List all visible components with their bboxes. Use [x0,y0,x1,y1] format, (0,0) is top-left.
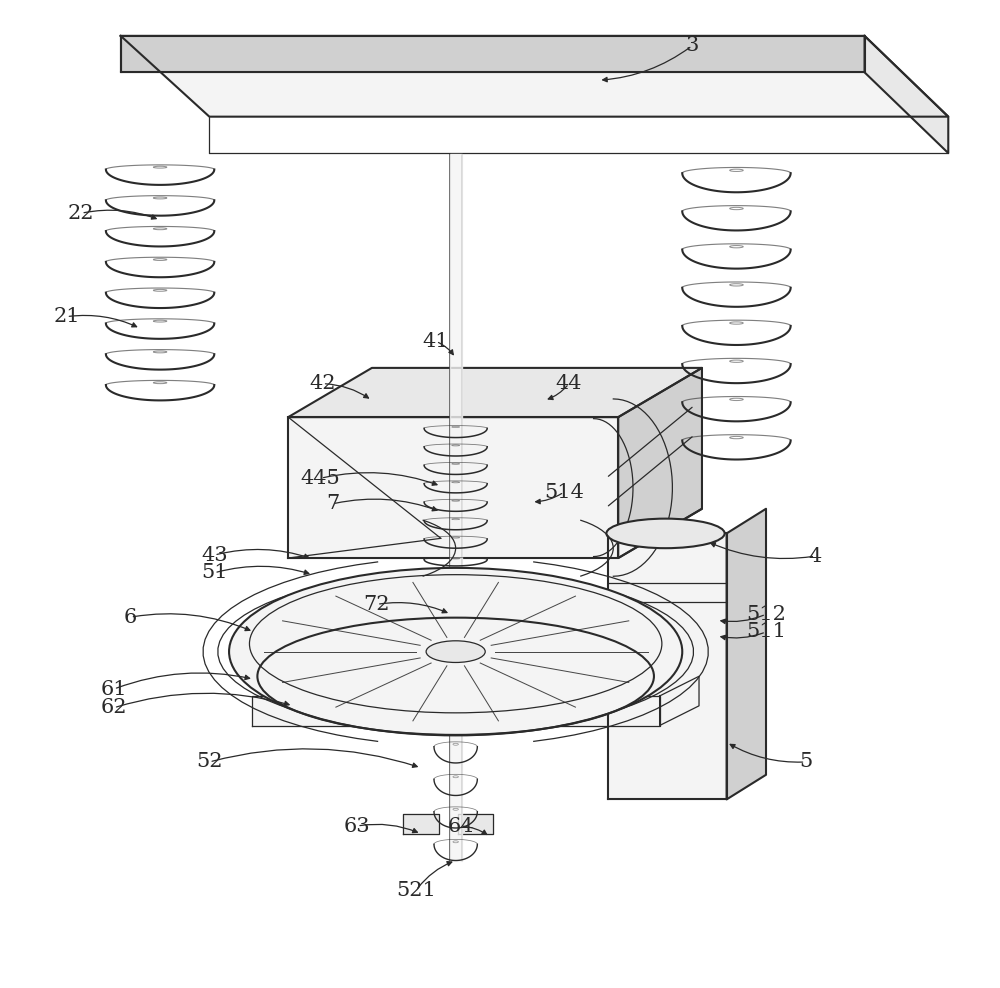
Ellipse shape [606,519,725,548]
Text: 514: 514 [544,482,584,502]
Text: 42: 42 [309,374,336,393]
Text: 72: 72 [364,595,390,614]
Ellipse shape [426,641,485,663]
Text: 63: 63 [344,816,370,836]
Text: 43: 43 [201,545,228,564]
Text: 521: 521 [396,880,436,899]
Text: 51: 51 [201,563,228,582]
Text: 7: 7 [326,494,339,514]
Polygon shape [450,154,462,861]
Polygon shape [403,814,439,834]
Polygon shape [660,676,699,725]
Polygon shape [252,696,660,725]
Text: 5: 5 [799,753,812,772]
Polygon shape [121,36,865,72]
Text: 62: 62 [101,699,127,717]
Ellipse shape [229,568,682,735]
Polygon shape [727,509,766,799]
Polygon shape [121,36,948,117]
Text: 512: 512 [746,605,786,623]
Text: 52: 52 [196,753,223,772]
Polygon shape [865,36,948,153]
Polygon shape [458,814,493,834]
Text: 44: 44 [556,374,582,393]
Text: 21: 21 [53,307,80,326]
Text: 511: 511 [746,622,786,641]
Text: 4: 4 [809,546,822,565]
Polygon shape [618,368,702,558]
Text: 3: 3 [685,37,699,55]
Text: 64: 64 [447,816,474,836]
Polygon shape [288,368,702,417]
Text: 61: 61 [100,680,127,699]
Text: 41: 41 [423,332,449,351]
Text: 6: 6 [124,608,137,626]
Text: 22: 22 [68,204,95,222]
Text: 445: 445 [301,468,341,488]
Polygon shape [288,417,618,558]
Polygon shape [608,534,727,799]
